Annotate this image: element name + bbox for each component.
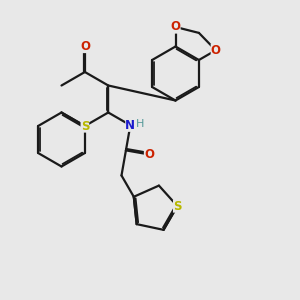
Text: N: N — [125, 119, 135, 132]
Text: O: O — [144, 148, 154, 161]
Text: O: O — [170, 20, 181, 34]
Text: H: H — [136, 119, 144, 129]
Text: O: O — [211, 44, 221, 57]
Text: S: S — [173, 200, 182, 212]
Text: O: O — [80, 40, 90, 53]
Text: S: S — [81, 119, 89, 133]
